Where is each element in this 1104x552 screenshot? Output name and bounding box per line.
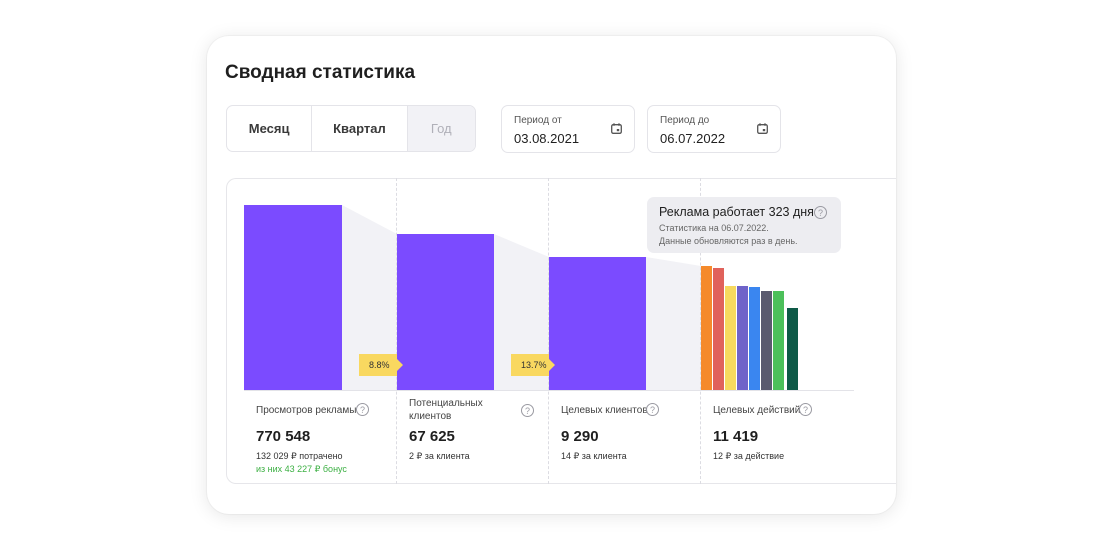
tooltip-update-line: Данные обновляются раз в день. <box>659 236 798 246</box>
period-switcher: Месяц Квартал Год <box>226 105 476 152</box>
metric-label-line: Потенциальных <box>409 398 483 409</box>
calendar-icon[interactable] <box>757 123 768 134</box>
bar-action-7 <box>773 291 784 391</box>
date-to-value: 06.07.2022 <box>660 131 726 146</box>
bar-potential-clients <box>397 234 494 391</box>
page-title: Сводная статистика <box>225 62 416 83</box>
bar-target-clients <box>549 257 646 391</box>
metric-cost-per-client: 2 ₽ за клиента <box>409 451 470 461</box>
bar-ad-views <box>244 205 342 391</box>
metric-label-target-actions: Целевых действий <box>713 405 801 416</box>
bar-action-5 <box>749 287 760 391</box>
metric-label-potential-clients: Потенциальных клиентов <box>409 397 483 423</box>
funnel-panel <box>226 178 896 484</box>
ad-duration-tooltip: Реклама работает 323 дня Статистика на 0… <box>647 197 841 253</box>
help-icon[interactable]: ? <box>521 404 534 417</box>
column-divider <box>700 178 701 484</box>
column-divider <box>548 178 549 484</box>
bar-action-8 <box>787 308 798 391</box>
bar-action-6 <box>761 291 772 391</box>
metric-spent: 132 029 ₽ потрачено <box>256 451 343 461</box>
column-divider <box>396 178 397 484</box>
help-icon[interactable]: ? <box>356 403 369 416</box>
tooltip-date-line: Статистика на 06.07.2022. <box>659 223 769 233</box>
date-from-label: Период от <box>514 115 562 126</box>
conversion-badge-1: 8.8% <box>359 354 403 376</box>
metric-cost-per-target-client: 14 ₽ за клиента <box>561 451 627 461</box>
help-icon[interactable]: ? <box>814 206 827 219</box>
metric-cost-per-action: 12 ₽ за действие <box>713 451 785 461</box>
metric-value-potential-clients: 67 625 <box>409 428 455 445</box>
calendar-icon[interactable] <box>611 123 622 134</box>
conversion-badge-2: 13.7% <box>511 354 555 376</box>
date-from-value: 03.08.2021 <box>514 131 580 146</box>
bar-action-3 <box>725 286 736 391</box>
metric-label-target-clients: Целевых клиентов <box>561 405 648 416</box>
bar-action-2 <box>713 268 724 391</box>
tab-month[interactable]: Месяц <box>227 106 313 151</box>
help-icon[interactable]: ? <box>646 403 659 416</box>
tooltip-title: Реклама работает 323 дня <box>659 205 814 219</box>
metric-label-line: клиентов <box>409 411 452 422</box>
date-from-field[interactable]: Период от 03.08.2021 <box>501 105 635 153</box>
metric-value-ad-views: 770 548 <box>256 428 311 445</box>
bar-action-1 <box>701 266 712 391</box>
help-icon[interactable]: ? <box>799 403 812 416</box>
tab-quarter[interactable]: Квартал <box>312 106 408 151</box>
funnel-baseline <box>244 390 854 391</box>
metric-label-ad-views: Просмотров рекламы <box>256 405 357 416</box>
date-to-label: Период до <box>660 115 710 126</box>
tab-year[interactable]: Год <box>407 106 475 151</box>
metric-value-target-clients: 9 290 <box>561 428 599 445</box>
bar-action-4 <box>737 286 748 391</box>
metric-bonus: из них 43 227 ₽ бонус <box>256 464 347 474</box>
metric-value-target-actions: 11 419 <box>713 428 759 445</box>
date-to-field[interactable]: Период до 06.07.2022 <box>647 105 781 153</box>
